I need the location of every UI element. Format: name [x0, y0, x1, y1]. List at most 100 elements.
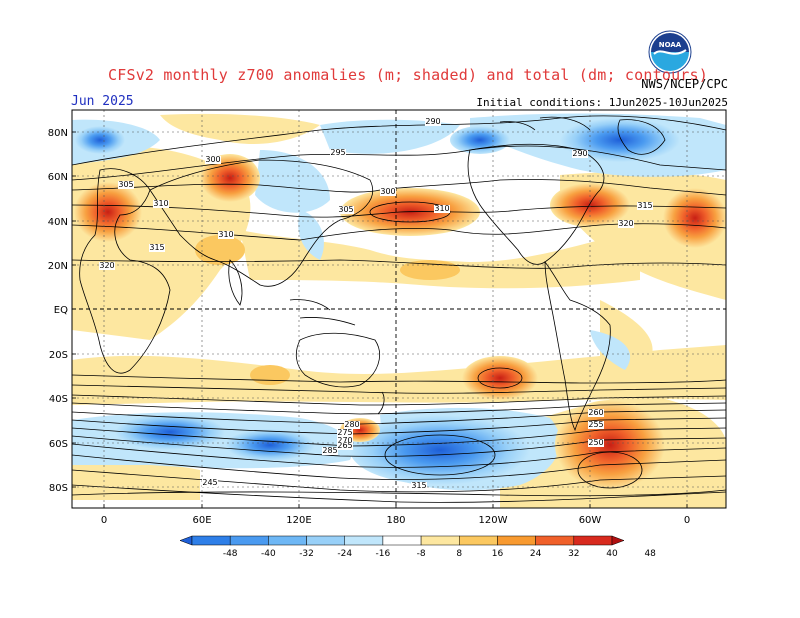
contour-label-bg — [588, 439, 604, 447]
colorbar-label: -16 — [376, 549, 391, 559]
contour-label: 255 — [588, 420, 603, 429]
contour-label-bg — [425, 118, 441, 126]
agency-label: NWS/NCEP/CPC — [641, 77, 728, 91]
contour-label: 305 — [338, 205, 353, 214]
contour-label: 295 — [330, 148, 345, 157]
lon-label: 120E — [286, 515, 311, 526]
colorbar-segment — [268, 535, 307, 546]
contour-label-bg — [337, 442, 353, 450]
contour-label: 315 — [411, 481, 426, 490]
contour-label-bg — [380, 188, 396, 196]
colorbar-label: 48 — [644, 549, 656, 559]
svg-text:NOAA: NOAA — [659, 41, 682, 49]
colorbar-segment — [497, 535, 536, 546]
contour-label: 300 — [380, 187, 395, 196]
lat-label: 40N — [48, 217, 68, 228]
lat-label: 80S — [49, 483, 68, 494]
contour-label: 320 — [99, 261, 114, 270]
lat-label: 20S — [49, 350, 68, 361]
height-contours — [72, 115, 726, 503]
contour-label-bg — [218, 231, 234, 239]
contour-label-bg — [205, 156, 221, 164]
colorbar-segment — [573, 535, 613, 546]
initial-conditions: Initial conditions: 1Jun2025-10Jun2025 — [476, 96, 728, 109]
contour-label-bg — [337, 437, 353, 445]
colorbar-segment — [344, 535, 384, 546]
contour-label-bg — [153, 200, 169, 208]
contour-label-bg — [434, 205, 450, 213]
lon-label: 180 — [386, 515, 405, 526]
lon-label: 120W — [479, 515, 508, 526]
lat-label: 80N — [48, 128, 68, 139]
contour-label-bg — [618, 220, 634, 228]
contour-label: 315 — [149, 243, 164, 252]
contour-label-bg — [149, 244, 165, 252]
contour-label-bg — [411, 482, 427, 490]
noaa-logo-icon: NOAA — [648, 30, 692, 74]
contour-label: 310 — [153, 199, 168, 208]
colorbar-segment — [306, 535, 345, 546]
colorbar-label: -40 — [261, 549, 276, 559]
contour-label: 250 — [588, 438, 603, 447]
colorbar-label: 32 — [568, 549, 579, 559]
contour-label: 300 — [205, 155, 220, 164]
contour-label: 305 — [118, 180, 133, 189]
lat-label: 60S — [49, 439, 68, 450]
contour-label-bg — [637, 202, 653, 210]
lat-label: 40S — [49, 394, 68, 405]
lon-label: 60W — [579, 515, 602, 526]
equator-dateline — [72, 110, 726, 508]
contour-label: 310 — [434, 204, 449, 213]
lat-label: 20N — [48, 261, 68, 272]
contour-label: 260 — [588, 408, 603, 417]
colorbar-label: 16 — [492, 549, 504, 559]
colorbar: -48 -40 -32 -24 -16 -8 8 16 24 32 40 48 — [179, 535, 656, 559]
contour-label: 310 — [218, 230, 233, 239]
colorbar-segment — [191, 535, 231, 546]
colorbar-arrow-right — [611, 535, 625, 546]
colorbar-segment — [229, 535, 269, 546]
contour-label-bg — [572, 150, 588, 158]
figure-title: CFSv2 monthly z700 anomalies (m; shaded)… — [108, 66, 708, 84]
contour-label: 285 — [322, 446, 337, 455]
contour-label: 320 — [618, 219, 633, 228]
colorbar-segment — [382, 535, 422, 546]
contour-label-bg — [118, 181, 134, 189]
contour-label-bg — [337, 429, 353, 437]
contour-label: 280 — [344, 420, 359, 429]
contour-label-bg — [322, 447, 338, 455]
colorbar-label: 8 — [456, 549, 462, 559]
colorbar-segment — [535, 535, 575, 546]
contour-label-bg — [588, 421, 604, 429]
colorbar-label: -32 — [299, 549, 314, 559]
graticule — [72, 110, 726, 508]
contour-label: 265 — [337, 441, 352, 450]
colorbar-label: 24 — [530, 549, 542, 559]
latitude-labels: 80N 60N 40N 20N EQ 20S 40S 60S 80S — [48, 128, 76, 494]
lat-label: 60N — [48, 172, 68, 183]
contour-label: 290 — [572, 149, 587, 158]
lon-label: 0 — [684, 515, 690, 526]
colorbar-label: -8 — [417, 549, 426, 559]
contour-label-bg — [202, 479, 218, 487]
colorbar-segment — [459, 535, 498, 546]
colorbar-label: -48 — [223, 549, 238, 559]
contour-label-bg — [344, 421, 360, 429]
contour-label: 270 — [337, 436, 352, 445]
colorbar-label: -24 — [337, 549, 352, 559]
contour-label: 275 — [337, 428, 352, 437]
contour-label-bg — [588, 409, 604, 417]
contour-label: 315 — [637, 201, 652, 210]
contour-label-bg — [330, 149, 346, 157]
lon-label: 0 — [101, 515, 107, 526]
lat-label: EQ — [54, 305, 68, 316]
longitude-labels: 0 60E 120E 180 120W 60W 0 — [101, 504, 690, 526]
colorbar-arrow-left — [179, 535, 193, 546]
contour-label-bg — [338, 206, 354, 214]
contour-label: 245 — [202, 478, 217, 487]
forecast-month: Jun 2025 — [71, 94, 134, 109]
contour-label-bg — [99, 262, 115, 270]
colorbar-label: 40 — [606, 549, 618, 559]
